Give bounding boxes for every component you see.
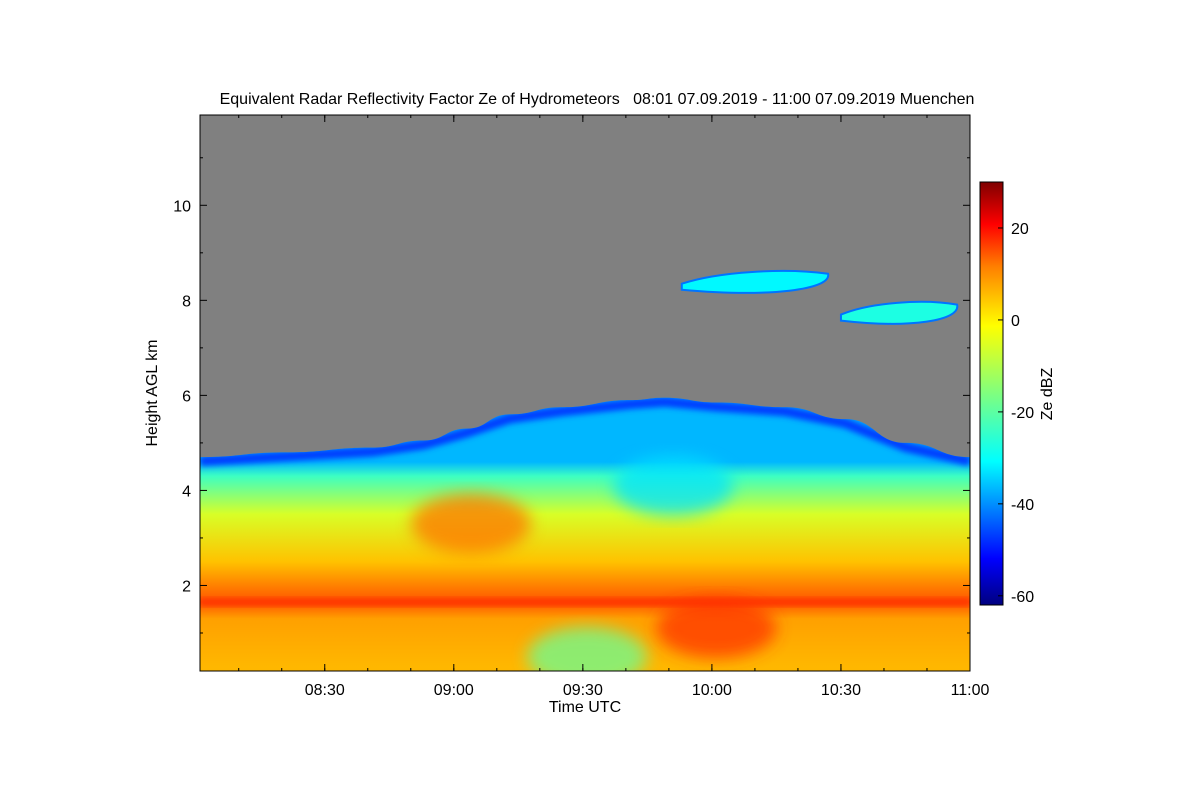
plot-area [200,115,970,671]
colorbar-tick-label-1: 0 [1011,313,1020,330]
colorbar: 20 0 -20 -40 -60 Ze dBZ [979,181,1056,606]
cirrus-patch-1 [839,300,959,325]
x-tick-label-3: 10:00 [692,682,732,699]
y-tick-label-0: 2 [182,578,191,595]
colorbar-tick-label-2: -20 [1011,405,1034,422]
y-tick-label-2: 6 [182,388,191,405]
x-tick-label-4: 10:30 [821,682,861,699]
colorbar-label: Ze dBZ [1039,368,1056,421]
colorbar-tick-label-3: -40 [1011,497,1034,514]
reflectivity-feature-3 [656,598,777,659]
cirrus-layer [680,269,959,325]
x-axis: 08:30 09:00 09:30 10:00 10:30 11:00 [238,115,990,699]
melting-layer-band [200,598,970,607]
x-tick-label-5: 11:00 [951,682,990,699]
y-tick-label-1: 4 [182,483,191,500]
x-axis-label: Time UTC [549,699,621,716]
chart-title: Equivalent Radar Reflectivity Factor Ze … [220,91,975,108]
colorbar-gradient [979,181,1004,606]
colorbar-tick-label-0: 20 [1011,221,1029,238]
reflectivity-feature-1 [613,455,734,516]
x-tick-label-2: 09:30 [563,682,603,699]
y-axis-label: Height AGL km [144,339,161,446]
colorbar-tick-label-4: -60 [1011,589,1034,606]
x-tick-label-0: 08:30 [305,682,345,699]
x-tick-label-1: 09:00 [434,682,474,699]
y-axis: 2 4 6 8 10 [173,157,970,634]
y-tick-label-4: 10 [173,198,191,215]
y-tick-label-3: 8 [182,293,191,310]
cirrus-patch-0 [680,269,830,294]
plot-frame [199,114,971,672]
colorbar-ticks: 20 0 -20 -40 -60 [998,221,1034,606]
reflectivity-feature-0 [411,493,532,554]
cloud-top-fringe [200,397,970,467]
reflectivity-feature-2 [527,626,648,671]
